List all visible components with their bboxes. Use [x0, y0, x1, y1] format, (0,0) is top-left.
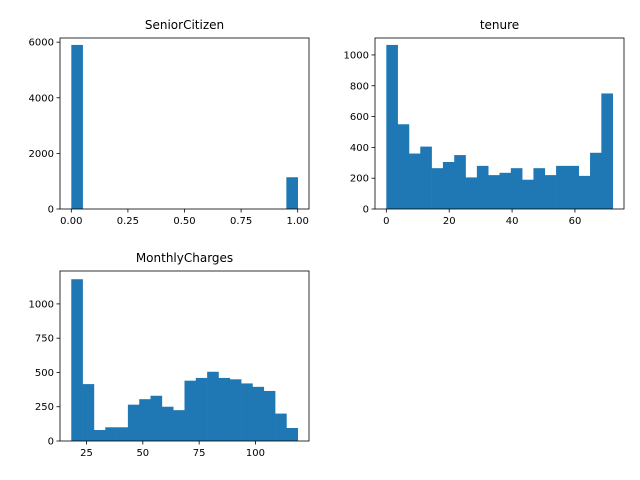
bars [386, 44, 613, 210]
histogram-bar [150, 395, 163, 441]
histogram-bar [601, 93, 613, 209]
histogram-bar [82, 384, 95, 441]
x-tick-label: 0.00 [60, 216, 82, 227]
y-tick-label: 1000 [29, 299, 54, 310]
y-tick-label: 800 [350, 81, 369, 92]
histogram-bar [116, 427, 129, 441]
histogram-bar [184, 380, 197, 441]
histogram-bar [207, 371, 219, 441]
bars [71, 44, 298, 209]
y-tick-label: 1000 [344, 50, 369, 61]
histogram-bar [488, 175, 500, 209]
y-tick-label: 750 [35, 334, 54, 345]
histogram-bar [420, 146, 432, 209]
y-ticks: 0 2000 4000 6000 [29, 38, 60, 216]
histogram-bar [229, 379, 242, 441]
y-tick-label: 0 [48, 437, 54, 448]
histogram-bar [286, 427, 299, 441]
y-tick-label: 2000 [29, 149, 54, 160]
histogram-bar [127, 404, 140, 441]
histogram-bar [252, 386, 265, 441]
histogram-bar [105, 427, 117, 441]
histogram-bar [71, 44, 83, 209]
plot-frame [374, 37, 625, 210]
histogram-bar [510, 168, 523, 209]
histogram-bar [139, 399, 151, 441]
panel-tenure: tenure 0 20 40 60 0 200 400 600 800 1000 [344, 18, 625, 227]
panel-title: MonthlyCharges [136, 251, 233, 265]
histogram-bar [263, 390, 276, 441]
x-tick-label: 0.75 [230, 216, 252, 227]
x-tick-label: 50 [136, 448, 149, 459]
y-tick-label: 500 [35, 368, 54, 379]
histogram-bar [476, 165, 489, 209]
x-tick-label: 25 [80, 448, 93, 459]
histogram-bar [499, 172, 512, 209]
y-tick-label: 400 [350, 143, 369, 154]
histogram-bar [442, 162, 455, 209]
panel-title: tenure [480, 18, 519, 32]
histogram-bar [241, 383, 253, 441]
panel-monthly-charges: MonthlyCharges 25 50 75 100 0 250 500 750 1000 [29, 251, 310, 459]
histogram-bar [195, 377, 208, 441]
histogram-bar [578, 175, 591, 209]
panel-senior-citizen: SeniorCitizen 0.00 0.25 0.50 0.75 1.00 0 2000… [29, 18, 310, 227]
x-tick-label: 0.25 [117, 216, 139, 227]
y-tick-label: 4000 [29, 93, 54, 104]
histogram-bar [161, 406, 174, 441]
histogram-bar [590, 152, 602, 209]
histogram-bar [465, 177, 478, 209]
y-tick-label: 0 [48, 205, 54, 216]
histogram-bar [533, 168, 546, 209]
histogram-bar [71, 279, 83, 441]
histogram-bar [286, 177, 298, 209]
histogram-bar [544, 175, 557, 209]
x-ticks: 0 20 40 60 [383, 209, 581, 227]
histogram-bar [93, 430, 106, 441]
x-tick-label: 0 [383, 216, 389, 227]
x-tick-label: 100 [246, 448, 265, 459]
histogram-bar [431, 168, 444, 209]
x-ticks: 25 50 75 100 [80, 441, 265, 459]
plot-frame [59, 270, 310, 442]
histogram-bar [397, 124, 410, 209]
x-tick-label: 0.50 [173, 216, 195, 227]
x-tick-label: 60 [569, 216, 582, 227]
y-tick-label: 200 [350, 174, 369, 185]
histogram-bar [454, 155, 466, 209]
panel-title: SeniorCitizen [145, 18, 224, 32]
histogram-bar [567, 165, 580, 209]
x-tick-label: 1.00 [287, 216, 309, 227]
y-ticks: 0 200 400 600 800 1000 [344, 50, 375, 216]
x-tick-label: 20 [443, 216, 456, 227]
histogram-bar [386, 44, 398, 210]
bars [71, 279, 299, 441]
histogram-bar [408, 153, 421, 209]
y-tick-label: 6000 [29, 38, 54, 49]
y-ticks: 0 250 500 750 1000 [29, 299, 60, 448]
x-tick-label: 40 [506, 216, 519, 227]
histogram-bar [556, 165, 568, 209]
y-tick-label: 0 [363, 205, 369, 216]
histogram-bar [173, 410, 185, 441]
histogram-bar [218, 377, 231, 441]
x-tick-label: 75 [193, 448, 206, 459]
y-tick-label: 250 [35, 402, 54, 413]
histogram-bar [275, 413, 287, 441]
x-ticks: 0.00 0.25 0.50 0.75 1.00 [60, 209, 309, 227]
y-tick-label: 600 [350, 112, 369, 123]
histogram-bar [522, 179, 534, 209]
